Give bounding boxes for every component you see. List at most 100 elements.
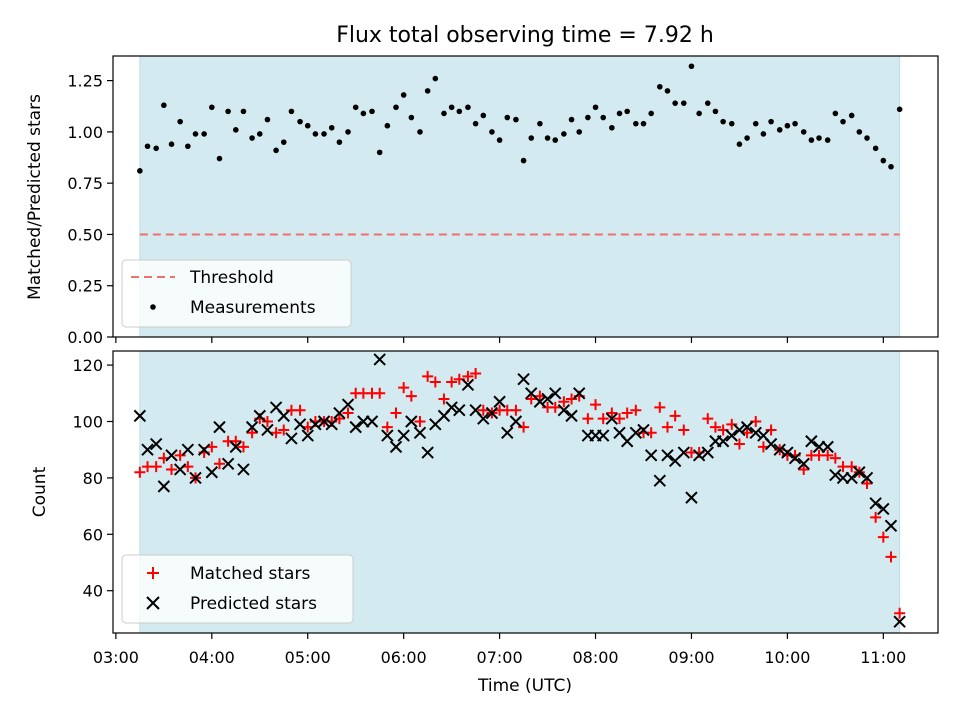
measurement-point bbox=[185, 143, 191, 150]
measurement-point bbox=[880, 157, 887, 164]
x-axis-label: Time (UTC) bbox=[477, 676, 572, 696]
predicted-star-point bbox=[325, 418, 338, 431]
measurement-point bbox=[728, 120, 735, 127]
measurement-point bbox=[393, 104, 399, 111]
predicted-star-point bbox=[517, 372, 530, 386]
predicted-star-point bbox=[453, 404, 466, 417]
predicted-star-point bbox=[389, 440, 403, 454]
predicted-star-point bbox=[397, 429, 410, 442]
y-tick-label: 1.00 bbox=[67, 123, 103, 142]
predicted-star-point bbox=[301, 429, 314, 442]
predicted-star-point bbox=[573, 387, 586, 400]
predicted-star-point bbox=[829, 468, 842, 482]
measurement-points bbox=[137, 63, 903, 174]
predicted-star-point bbox=[629, 426, 643, 439]
measurement-point bbox=[544, 135, 551, 141]
chart-title: Flux total observing time = 7.92 h bbox=[336, 23, 714, 48]
measurement-point bbox=[537, 120, 543, 127]
measurement-point bbox=[760, 131, 767, 137]
measurement-point bbox=[264, 116, 271, 123]
measurement-point bbox=[520, 157, 527, 164]
measurement-point bbox=[168, 141, 175, 147]
legend-predicted-label: Predicted stars bbox=[190, 594, 317, 614]
matched-star-point bbox=[342, 407, 354, 419]
top-x-ticks bbox=[115, 337, 884, 343]
measurement-point bbox=[240, 108, 247, 115]
measurement-point bbox=[816, 135, 822, 141]
predicted-star-point bbox=[605, 412, 619, 425]
predicted-star-point bbox=[181, 443, 195, 456]
top-plot-frame bbox=[112, 55, 939, 338]
measurement-point bbox=[280, 139, 287, 145]
bottom-y-axis-label: Count bbox=[30, 466, 50, 517]
bottom-panel: 40 60 80 100 120 03:00 04:00 05:00 06:00 07:00 08… bbox=[30, 350, 939, 696]
predicted-star-point bbox=[421, 446, 434, 459]
matched-star-point bbox=[374, 387, 386, 399]
measurement-point bbox=[480, 112, 487, 119]
top-legend-box bbox=[121, 259, 352, 328]
predicted-star-point bbox=[821, 440, 834, 454]
bottom-plot-frame bbox=[112, 350, 939, 634]
predicted-star-point bbox=[149, 437, 163, 451]
predicted-star-point bbox=[461, 378, 475, 392]
matched-star-point bbox=[733, 438, 745, 450]
predicted-star-point bbox=[485, 406, 499, 420]
measurement-point bbox=[369, 108, 375, 115]
matched-star-point bbox=[429, 376, 441, 388]
predicted-star-point bbox=[133, 409, 147, 423]
measurement-point bbox=[832, 110, 839, 117]
predicted-star-point bbox=[565, 409, 578, 423]
predicted-star-point bbox=[596, 429, 610, 442]
top-y-ticks: 0.00 0.25 0.50 0.75 1.00 1.25 bbox=[67, 72, 113, 347]
matched-star-point bbox=[166, 463, 178, 475]
measurement-point bbox=[672, 100, 678, 106]
measurement-point bbox=[225, 108, 231, 115]
predicted-star-point bbox=[509, 415, 523, 428]
matched-star-point bbox=[462, 370, 474, 382]
predicted-star-point bbox=[677, 446, 690, 459]
measurement-point bbox=[249, 135, 255, 141]
measurement-point bbox=[552, 137, 559, 143]
measurement-point bbox=[744, 135, 750, 141]
measurement-point bbox=[840, 118, 846, 125]
measurement-point bbox=[417, 129, 423, 135]
matched-star-point bbox=[174, 449, 186, 461]
matched-star-point bbox=[846, 461, 858, 473]
matched-star-point bbox=[614, 413, 626, 425]
matched-star-point bbox=[726, 418, 738, 430]
matched-star-point bbox=[438, 393, 450, 405]
matched-star-point bbox=[470, 368, 482, 380]
measurement-point bbox=[568, 116, 575, 123]
predicted-star-point bbox=[845, 471, 858, 485]
measurement-point bbox=[657, 83, 663, 90]
predicted-star-point bbox=[661, 449, 674, 462]
predicted-star-point bbox=[884, 519, 898, 533]
measurement-point bbox=[640, 120, 647, 127]
predicted-star-point bbox=[733, 423, 746, 437]
measurement-point bbox=[808, 137, 815, 143]
legend-matched-swatch bbox=[147, 567, 159, 579]
matched-star-point bbox=[213, 458, 225, 470]
measurement-point bbox=[561, 131, 567, 137]
measurement-point bbox=[585, 114, 591, 121]
predicted-star-point bbox=[165, 449, 178, 462]
measurement-point bbox=[528, 135, 535, 141]
measurement-point bbox=[768, 118, 774, 125]
top-legend: Threshold Measurements bbox=[121, 259, 352, 328]
y-tick-label: 120 bbox=[72, 356, 103, 375]
predicted-star-point bbox=[685, 491, 698, 504]
measurement-point bbox=[592, 104, 599, 111]
matched-star-point bbox=[829, 452, 841, 464]
predicted-star-point bbox=[877, 502, 890, 516]
y-tick-label: 80 bbox=[83, 469, 103, 488]
predicted-star-point bbox=[764, 437, 778, 451]
x-tick-label: 07:00 bbox=[477, 648, 523, 667]
predicted-star-point bbox=[557, 404, 571, 417]
matched-star-point bbox=[822, 449, 834, 461]
measurement-point bbox=[680, 100, 687, 106]
matched-star-point bbox=[134, 466, 146, 478]
legend-threshold-label: Threshold bbox=[189, 268, 274, 288]
matched-star-point bbox=[398, 382, 410, 394]
count-points bbox=[133, 353, 906, 628]
matched-star-point bbox=[765, 424, 777, 436]
